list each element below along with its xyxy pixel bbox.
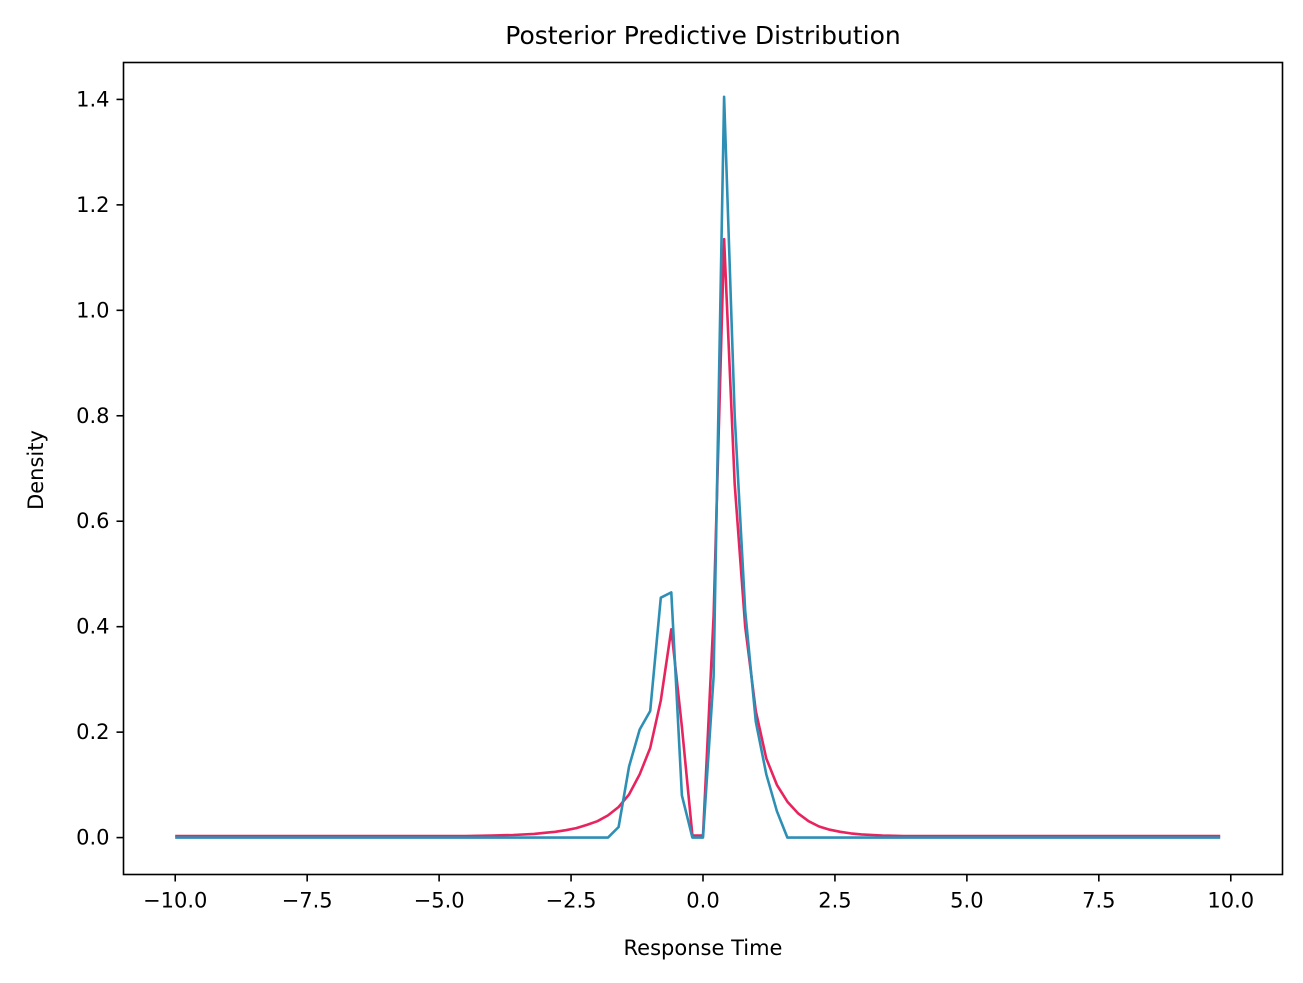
y-tick-label: 0.4	[76, 615, 109, 639]
x-axis-ticks: −10.0 −7.5 −5.0 −2.5 0.0 2.5 5.0 7.5 10.0	[143, 874, 1254, 913]
y-tick-label: 0.8	[76, 404, 109, 428]
x-tick-label: −2.5	[546, 889, 597, 913]
x-tick-label: 2.5	[818, 889, 851, 913]
x-tick-label: −5.0	[414, 889, 465, 913]
y-axis-label: Density	[24, 430, 48, 510]
y-tick-label: 1.2	[76, 193, 109, 217]
series-layer	[175, 95, 1221, 839]
y-tick-label: 0.0	[76, 826, 109, 850]
x-tick-label: −10.0	[143, 889, 207, 913]
y-tick-label: 1.0	[76, 298, 109, 322]
series-line-1	[175, 237, 1221, 838]
x-tick-label: 5.0	[950, 889, 983, 913]
x-tick-label: 0.0	[686, 889, 719, 913]
x-tick-label: −7.5	[282, 889, 333, 913]
y-tick-label: 0.6	[76, 509, 109, 533]
y-tick-label: 0.2	[76, 720, 109, 744]
chart-title: Posterior Predictive Distribution	[505, 21, 900, 50]
x-tick-label: 7.5	[1082, 889, 1115, 913]
x-axis-label: Response Time	[624, 936, 783, 960]
y-tick-label: 1.4	[76, 87, 109, 111]
series-line-2	[175, 95, 1221, 839]
y-axis-ticks: 0.0 0.2 0.4 0.6 0.8 1.0 1.2 1.4	[76, 87, 124, 850]
x-tick-label: 10.0	[1207, 889, 1254, 913]
